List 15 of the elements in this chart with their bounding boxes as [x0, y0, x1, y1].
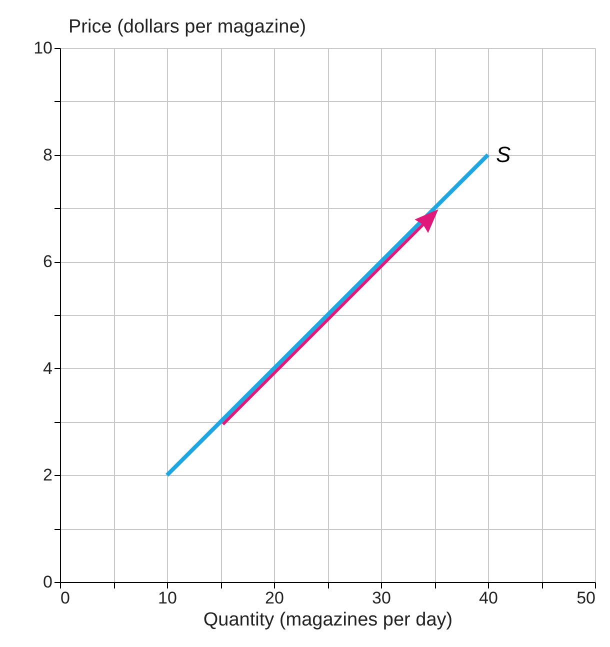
y-tick-label: 4 [43, 358, 52, 378]
x-tick-label: 20 [265, 588, 284, 608]
x-tick-label: 40 [479, 588, 498, 608]
y-tick-label: 8 [43, 145, 52, 164]
x-tick-label: 30 [372, 588, 391, 608]
y-tick-label: 0 [43, 572, 52, 592]
y-tick-label: 2 [43, 466, 52, 485]
y-tick-label: 6 [43, 252, 52, 272]
x-tick-label: 0 [60, 588, 70, 608]
x-tick-label: 50 [576, 588, 596, 608]
series-label: S [496, 142, 511, 167]
y-tick-label: 10 [34, 38, 52, 58]
y-axis-title: Price (dollars per magazine) [68, 16, 306, 38]
x-axis-title: Quantity (magazines per day) [203, 610, 453, 630]
x-tick-label: 10 [158, 588, 177, 608]
